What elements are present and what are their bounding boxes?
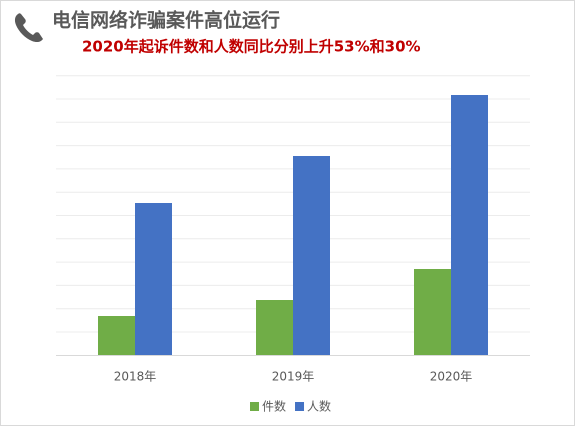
legend: 件数 人数 (250, 399, 331, 414)
chart-title: 电信网络诈骗案件高位运行 (52, 9, 280, 32)
x-tick-label: 2020年 (430, 370, 473, 384)
legend-swatch (250, 402, 259, 411)
bar (414, 269, 451, 355)
plot: 2018年 2019年 2020年 (98, 95, 488, 384)
legend-swatch (295, 402, 305, 411)
bar (256, 300, 293, 355)
legend-label: 人数 (307, 399, 331, 414)
legend-label: 件数 (262, 399, 286, 414)
phone-icon (14, 13, 43, 43)
bar (451, 95, 488, 355)
bar (98, 316, 135, 355)
chart-subtitle: 2020年起诉件数和人数同比分别上升53%和30% (82, 38, 421, 56)
x-tick-label: 2019年 (272, 370, 315, 384)
bar (135, 203, 172, 355)
x-tick-label: 2018年 (114, 370, 157, 384)
bar (293, 156, 330, 355)
